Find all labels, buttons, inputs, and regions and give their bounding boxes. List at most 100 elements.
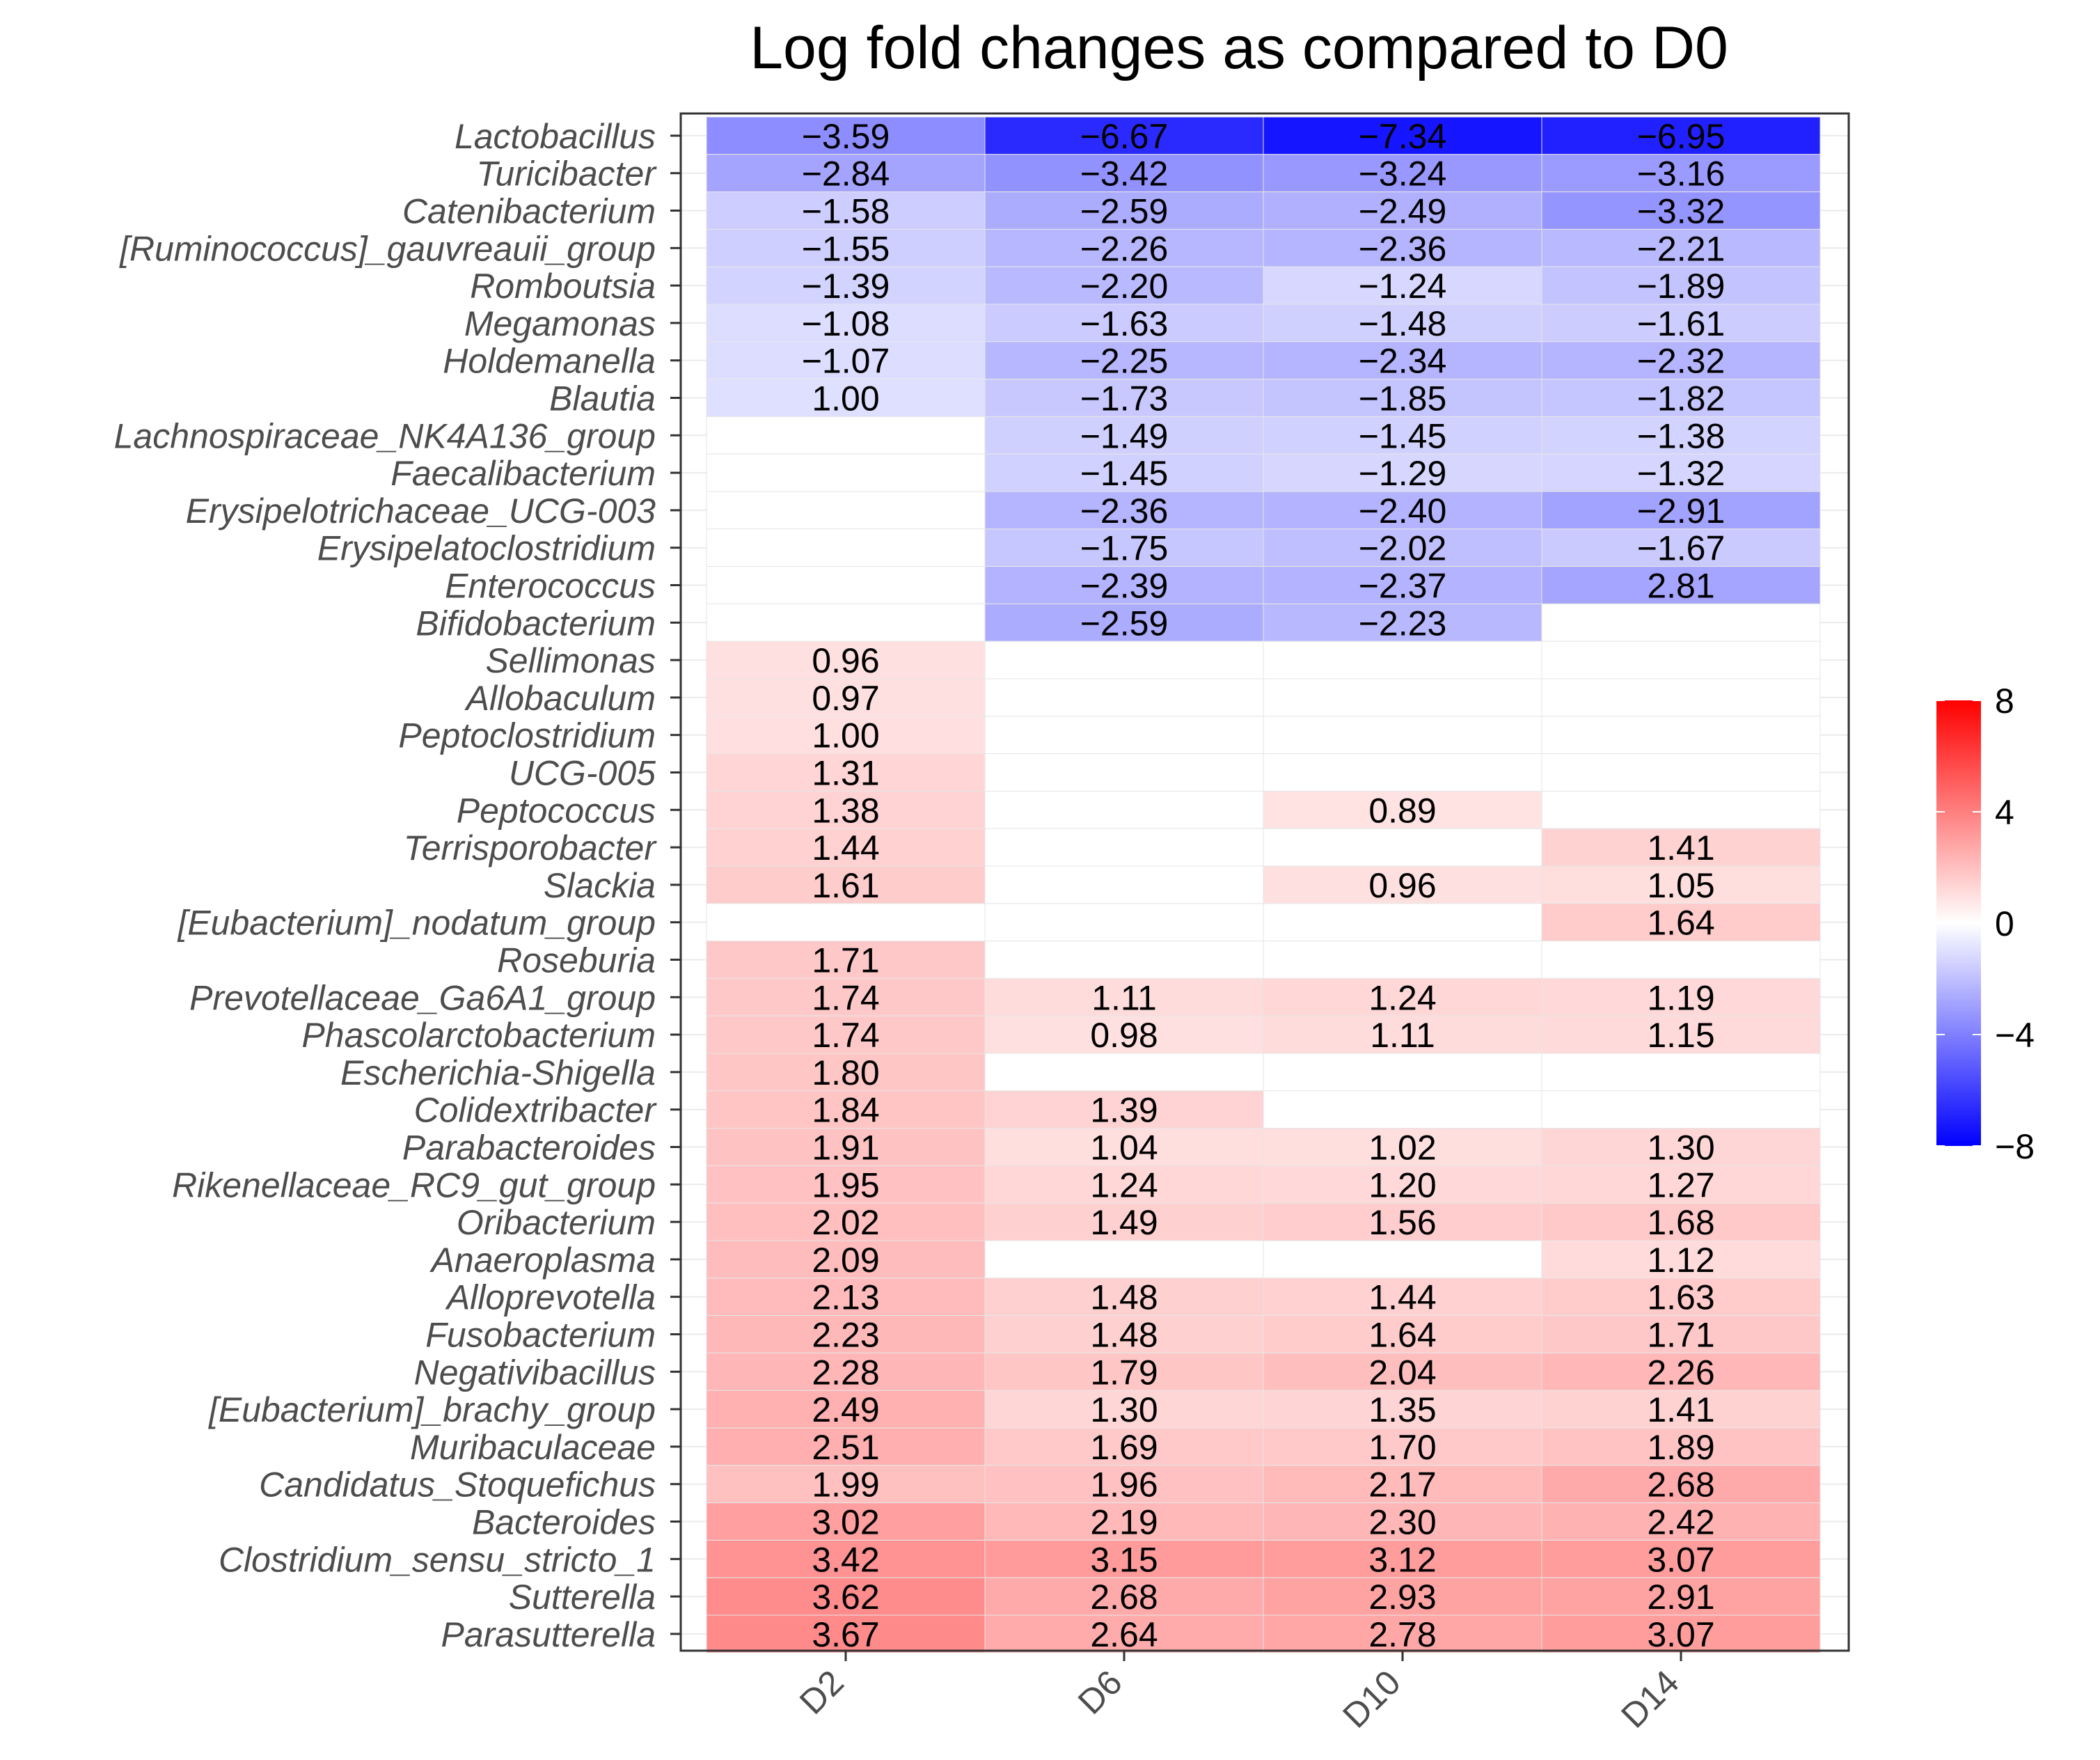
heatmap-cell [1541,977,1821,1016]
y-tick-label: Negativibacillus [414,1353,656,1392]
heatmap-cell [1263,191,1542,230]
legend-tick-label: −4 [1995,1016,2035,1055]
y-tick-label: Peptoclostridium [398,716,656,755]
heatmap-cell [1541,1202,1821,1241]
cell-value-label: 2.42 [1647,1503,1714,1542]
cell-value-label: 1.74 [812,978,879,1017]
y-tick-label: Muribaculaceae [410,1428,656,1467]
heatmap-cell [706,903,986,942]
cell-value-label: 1.02 [1368,1129,1436,1168]
heatmap-cell [1263,266,1542,305]
heatmap-cell [1263,1577,1542,1616]
cell-value-label: 2.91 [1647,1578,1714,1617]
cell-value-label: 0.96 [1368,866,1436,905]
heatmap-cell [984,1090,1264,1129]
heatmap-cell [1263,1614,1542,1653]
cell-value-label: 1.11 [1091,978,1157,1017]
heatmap-cell [1541,116,1821,155]
heatmap-cell [1541,1390,1821,1429]
heatmap-cell [984,790,1264,829]
heatmap-cell [706,1240,986,1279]
heatmap-cell [1541,341,1821,380]
cell-value-label: −1.55 [802,229,890,268]
heatmap-cell [1263,1315,1542,1353]
cell-value-label: −1.48 [1359,304,1447,343]
heatmap-cell [1541,416,1821,455]
cell-value-label: 1.84 [812,1091,879,1130]
cell-value-label: 1.19 [1647,978,1714,1017]
cell-value-label: 1.48 [1090,1316,1158,1355]
cell-value-label: −1.63 [1080,304,1169,343]
cell-value-label: 2.81 [1647,567,1714,606]
heatmap-cell [1263,1240,1542,1279]
heatmap-cell [984,828,1264,867]
y-tick-label: Candidatus_Stoquefichus [259,1466,656,1504]
cell-value-label: 1.49 [1090,1203,1158,1242]
heatmap-cell [1263,753,1542,792]
heatmap-cell [984,1053,1264,1092]
legend-tick-label: 4 [1995,793,2014,832]
cell-value-label: 0.98 [1090,1016,1158,1055]
y-tick-label: Sellimonas [485,641,656,680]
y-tick-label: Allobaculum [464,679,656,718]
cell-value-label: 1.74 [812,1016,879,1055]
heatmap-cell [1263,566,1542,604]
heatmap-cell [1541,903,1821,942]
cell-value-label: 1.00 [812,716,879,755]
heatmap-cell [1541,528,1821,567]
y-tick-label: Alloprevotella [445,1278,656,1317]
cell-value-label: 1.89 [1647,1428,1714,1467]
heatmap-cell [1541,1465,1821,1504]
heatmap-cell [1541,1278,1821,1317]
heatmap-cell [1541,379,1821,417]
color-legend: 8 4 0 −4 −8 [1936,682,2035,1166]
cell-value-label: −1.38 [1637,416,1726,455]
cell-value-label: 2.09 [812,1241,879,1280]
heatmap-cell [1263,1090,1542,1129]
heatmap-cell [1541,304,1821,343]
y-tick-label: Bacteroides [472,1503,656,1542]
heatmap-cell [984,191,1264,230]
cell-value-label: 1.71 [812,941,879,980]
heatmap-cell [1541,865,1821,904]
y-tick-label: Peptococcus [457,791,656,830]
cell-value-label: 1.35 [1368,1390,1436,1429]
heatmap-cell [1263,379,1542,417]
cell-value-label: −2.37 [1359,567,1447,606]
cell-value-label: −6.67 [1080,117,1169,156]
cell-value-label: 3.62 [812,1578,879,1617]
cell-value-label: −1.32 [1637,454,1726,493]
heatmap-cell [706,828,986,867]
cell-value-label: 1.00 [812,379,879,418]
panel-border [679,112,1850,1652]
cell-value-label: −1.67 [1637,529,1726,568]
x-tick-label: D14 [1613,1663,1686,1735]
heatmap-cell [984,228,1264,267]
cell-value-label: 1.61 [812,866,879,905]
cell-value-label: −2.32 [1637,342,1726,381]
heatmap-cell [1541,154,1821,193]
heatmap-cell [984,566,1264,604]
cell-value-label: −2.20 [1080,267,1169,306]
heatmap-cell [984,1240,1264,1279]
cell-value-label: −1.73 [1080,379,1169,418]
heatmap-cell [1263,528,1542,567]
heatmap-cell [1263,154,1542,193]
y-tick-label: [Eubacterium]_brachy_group [208,1390,656,1429]
y-tick-label: Turicibacter [477,155,658,194]
cell-value-label: 1.11 [1370,1016,1435,1055]
cell-value-label: 1.39 [1090,1091,1158,1130]
cell-value-label: 1.96 [1090,1466,1158,1504]
heatmap-cell [984,716,1264,755]
cell-value-label: −2.40 [1359,492,1447,531]
heatmap-cell [1263,453,1542,492]
heatmap-cell [1263,865,1542,904]
y-tick-label: Erysipelatoclostridium [317,529,656,568]
heatmap-cell [1263,1539,1542,1578]
x-tick-label: D6 [1071,1663,1130,1722]
cell-value-label: 1.15 [1647,1016,1714,1055]
y-tick-label: [Eubacterium]_nodatum_group [177,904,656,943]
heatmap-cell [984,1614,1264,1653]
cell-value-label: 1.24 [1368,978,1436,1017]
